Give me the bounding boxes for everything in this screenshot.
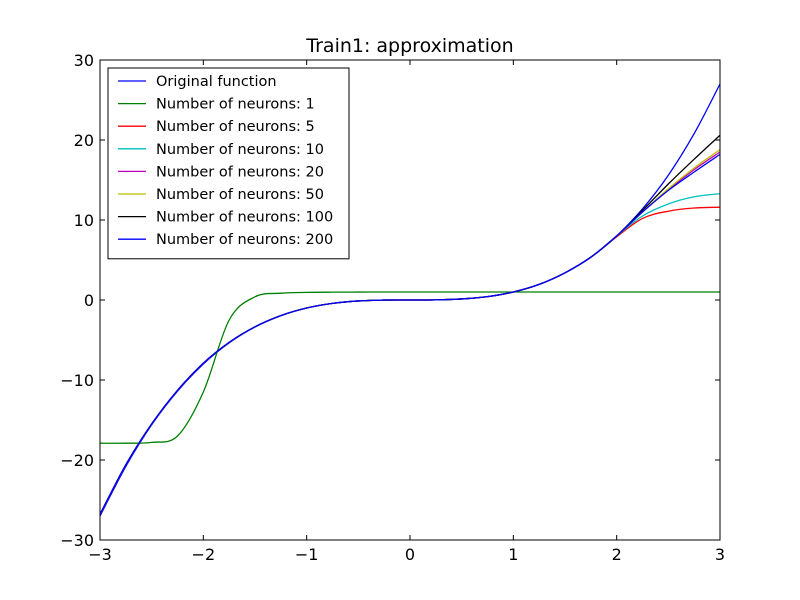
y-tick-label: 30 bbox=[74, 51, 94, 70]
legend-label-1: Original function bbox=[156, 74, 277, 90]
series-layer bbox=[100, 83, 720, 517]
legend-label-6: Number of neurons: 50 bbox=[156, 187, 324, 203]
x-tick-label: −3 bbox=[88, 545, 112, 564]
y-tick-label: −20 bbox=[60, 451, 94, 470]
legend-box bbox=[107, 67, 350, 260]
y-tick-label: 0 bbox=[84, 291, 94, 310]
y-tick-label: 20 bbox=[74, 131, 94, 150]
series-line-2 bbox=[100, 291, 720, 444]
legend-label-2: Number of neurons: 1 bbox=[156, 97, 315, 113]
legend-label-3: Number of neurons: 5 bbox=[156, 119, 315, 135]
series-line-8 bbox=[100, 153, 720, 515]
plot-frame bbox=[99, 59, 721, 541]
x-tick-label: −1 bbox=[295, 545, 319, 564]
chart-title: Train1: approximation bbox=[305, 35, 513, 57]
y-tick-label: 10 bbox=[74, 211, 94, 230]
legend-label-8: Number of neurons: 200 bbox=[156, 232, 333, 248]
y-tick-label: −30 bbox=[60, 531, 94, 550]
x-tick-label: 3 bbox=[715, 545, 725, 564]
legend-label-7: Number of neurons: 100 bbox=[156, 210, 333, 226]
legend: Original function Number of neurons: 1 Num… bbox=[107, 67, 350, 260]
x-tick-label: 1 bbox=[508, 545, 518, 564]
x-tick-label: −2 bbox=[192, 545, 216, 564]
x-tick-label: 0 bbox=[405, 545, 415, 564]
x-tick-label: 2 bbox=[612, 545, 622, 564]
legend-label-4: Number of neurons: 10 bbox=[156, 142, 324, 158]
legend-label-5: Number of neurons: 20 bbox=[156, 164, 324, 180]
y-tick-label: −10 bbox=[60, 371, 94, 390]
